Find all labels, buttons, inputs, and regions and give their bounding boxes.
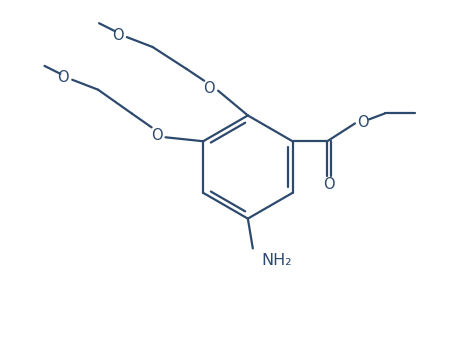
Text: O: O	[151, 128, 162, 143]
Text: O: O	[57, 70, 69, 85]
Text: NH₂: NH₂	[261, 253, 291, 268]
Text: O: O	[203, 81, 214, 96]
Text: O: O	[356, 115, 368, 130]
Text: O: O	[112, 28, 123, 43]
Text: O: O	[323, 177, 334, 193]
